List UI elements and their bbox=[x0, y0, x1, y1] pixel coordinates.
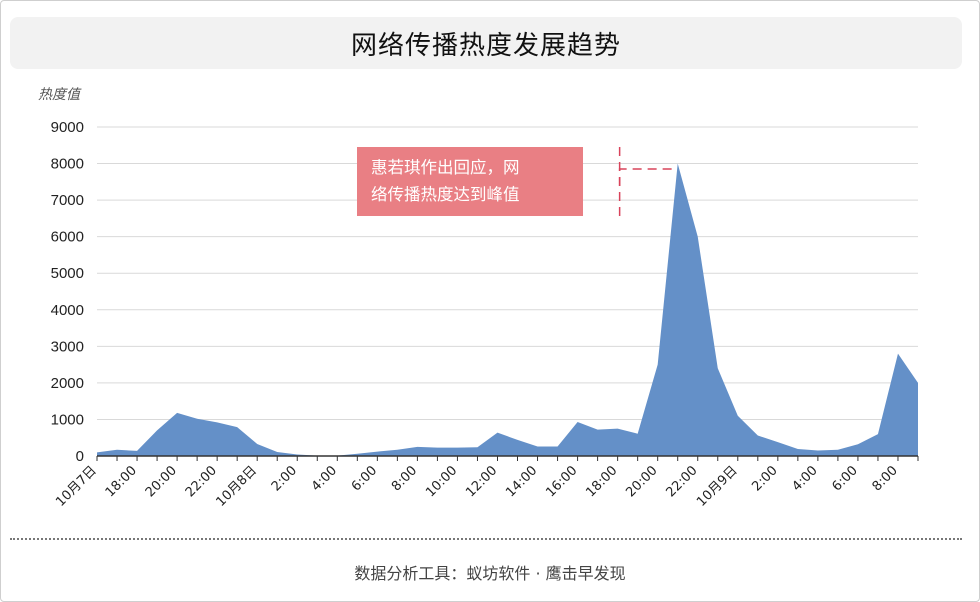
x-tick-label: 22:00 bbox=[183, 463, 220, 500]
x-tick-label: 2:00 bbox=[749, 463, 780, 494]
x-tick-label: 2:00 bbox=[269, 463, 300, 494]
x-tick-label: 8:00 bbox=[389, 463, 420, 494]
y-axis-label: 热度值 bbox=[38, 87, 80, 103]
x-tick-label: 4:00 bbox=[309, 463, 340, 494]
x-tick-label: 6:00 bbox=[349, 463, 380, 494]
x-tick-label: 22:00 bbox=[663, 463, 700, 500]
annotation-connector bbox=[618, 147, 672, 216]
y-tick-label: 4000 bbox=[51, 302, 84, 319]
y-tick-label: 1000 bbox=[51, 411, 84, 428]
source-credit: 数据分析工具：蚁坊软件 · 鹰击早发现 bbox=[354, 564, 626, 583]
x-tick-label: 12:00 bbox=[463, 463, 500, 500]
x-tick-label: 6:00 bbox=[829, 463, 860, 494]
annotation-box: 惠若琪作出回应，网 络传播热度达到峰值 bbox=[357, 147, 583, 216]
x-tick-label: 18:00 bbox=[103, 463, 140, 500]
area-series bbox=[97, 163, 918, 456]
x-tick-label: 20:00 bbox=[143, 463, 180, 500]
x-tick-label: 10月9日 bbox=[694, 463, 741, 510]
annotation-leader bbox=[618, 168, 672, 186]
y-tick-label: 9000 bbox=[51, 119, 84, 136]
x-tick-label: 16:00 bbox=[543, 463, 580, 500]
annotation-line-2: 络传播热度达到峰值 bbox=[371, 185, 520, 204]
x-tick-label: 18:00 bbox=[583, 463, 620, 500]
x-tick-label: 4:00 bbox=[789, 463, 820, 494]
grid-lines bbox=[97, 126, 918, 420]
x-tick-label: 8:00 bbox=[870, 463, 901, 494]
y-tick-label: 3000 bbox=[51, 338, 84, 355]
footer-divider bbox=[10, 538, 962, 540]
y-tick-label: 6000 bbox=[51, 229, 84, 246]
y-tick-label: 7000 bbox=[51, 192, 84, 209]
annotation-line-1: 惠若琪作出回应，网 bbox=[371, 158, 520, 177]
y-tick-label: 2000 bbox=[51, 375, 84, 392]
y-tick-label: 5000 bbox=[51, 265, 84, 282]
title-bar: 网络传播热度发展趋势 bbox=[10, 17, 962, 69]
x-tick-label: 10:00 bbox=[423, 463, 460, 500]
x-tick-label: 14:00 bbox=[503, 463, 540, 500]
x-tick-label: 10月7日 bbox=[53, 463, 100, 510]
y-axis-ticks: 0 1000 2000 3000 4000 5000 6000 7000 8000 9000 bbox=[51, 119, 84, 465]
y-tick-label: 8000 bbox=[51, 156, 84, 173]
x-tick-label: 20:00 bbox=[623, 463, 660, 500]
chart-title: 网络传播热度发展趋势 bbox=[350, 30, 621, 61]
y-tick-label: 0 bbox=[76, 448, 84, 465]
x-tick-label: 10月8日 bbox=[213, 463, 260, 510]
